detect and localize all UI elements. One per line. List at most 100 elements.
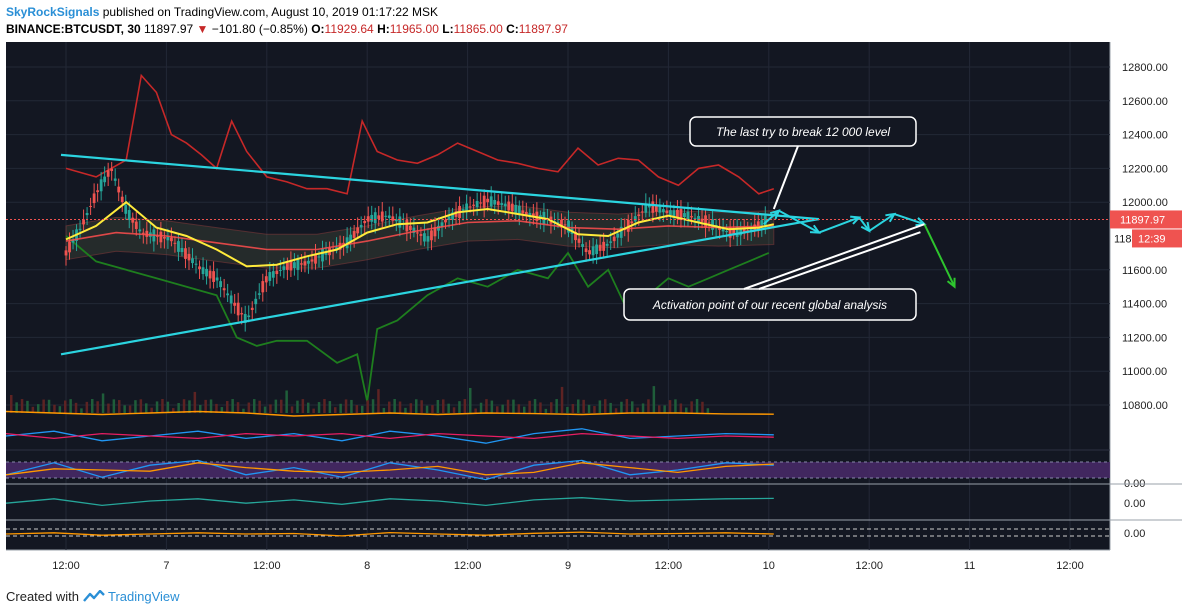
candle-body xyxy=(735,226,739,237)
candle-body xyxy=(314,253,317,264)
candle-body xyxy=(215,277,219,281)
high-label: H: xyxy=(377,22,390,36)
candle-body xyxy=(472,204,476,206)
momentum-line xyxy=(6,497,774,507)
candle-body xyxy=(268,272,272,281)
annotation-leader xyxy=(743,223,925,290)
candle-body xyxy=(293,262,296,269)
tradingview-brand[interactable]: TradingView xyxy=(108,589,180,604)
candle-body xyxy=(240,313,244,315)
volume-bar xyxy=(47,399,51,413)
candle-body xyxy=(676,209,679,218)
stochastic-k-line xyxy=(6,459,774,481)
low-label: L: xyxy=(442,22,454,36)
candle-body xyxy=(405,219,409,232)
volume-bar xyxy=(258,400,261,413)
candle-body xyxy=(96,190,100,193)
volume-bar xyxy=(636,407,639,413)
candle-body xyxy=(99,179,103,192)
time-tick-label: 7 xyxy=(163,560,169,572)
volume-ma-line xyxy=(6,410,774,417)
volume-bar xyxy=(231,399,234,413)
countdown-label: 12:39 xyxy=(1138,233,1166,245)
candle-body xyxy=(92,193,96,204)
volume-bar xyxy=(161,399,164,413)
volume-bar xyxy=(355,405,359,413)
candle-body xyxy=(222,288,226,291)
volume-bar xyxy=(209,399,213,413)
volume-bar xyxy=(598,400,602,413)
candle-body xyxy=(482,195,486,208)
volume-bar xyxy=(312,408,315,413)
candle-body xyxy=(264,276,268,283)
volume-bar xyxy=(393,399,396,413)
candle-body xyxy=(145,230,149,237)
volume-bar xyxy=(42,399,45,413)
volume-bar xyxy=(388,401,391,413)
open-label: O: xyxy=(311,22,325,36)
price-tick-label: 11400.00 xyxy=(1122,299,1167,311)
author-link[interactable]: SkyRockSignals xyxy=(6,5,100,19)
chart-header: SkyRockSignals published on TradingView.… xyxy=(0,0,1188,40)
candle-body xyxy=(282,266,286,271)
candle-body xyxy=(229,295,233,304)
candle-body xyxy=(528,212,532,217)
symbol-label[interactable]: BINANCE:BTCUSDT, 30 xyxy=(6,22,141,36)
volume-bar xyxy=(172,408,175,413)
candle-body xyxy=(669,210,672,216)
price-tick-label: 11000.00 xyxy=(1122,366,1167,378)
price-tick-label: 11600.00 xyxy=(1122,265,1167,277)
candle-body xyxy=(138,229,142,232)
triangle-down-icon: ▼ xyxy=(196,22,209,36)
lower-band-line xyxy=(65,235,770,402)
triangle-lower-line[interactable] xyxy=(60,218,820,356)
volume-bar xyxy=(577,399,580,413)
candle-body xyxy=(184,248,187,259)
volume-bar xyxy=(593,406,596,413)
candle-body xyxy=(686,211,690,220)
candle-body xyxy=(321,248,324,262)
price-chart[interactable]: 12800.00 12600.00 12400.00 12200.00 12000.00… xyxy=(6,42,1182,583)
volume-bar xyxy=(112,399,116,413)
annotation-box[interactable] xyxy=(623,288,917,321)
candle-body xyxy=(363,220,367,224)
volume-bar xyxy=(204,399,207,413)
candle-body xyxy=(377,215,381,219)
last-price: 11897.97 xyxy=(144,22,194,36)
candle-body xyxy=(633,216,637,222)
candle-body xyxy=(475,201,479,208)
price-tick-label: 12600.00 xyxy=(1122,96,1168,108)
candle-body xyxy=(461,209,465,211)
projection-segment xyxy=(868,213,895,232)
volume-bar xyxy=(118,400,121,413)
price-tick-label: 12200.00 xyxy=(1122,163,1168,175)
last-price-tag xyxy=(1110,210,1182,229)
chart-area[interactable]: 12800.00 12600.00 12400.00 12200.00 12000.00… xyxy=(6,42,1182,583)
projection-segment xyxy=(818,216,860,234)
volume-bar xyxy=(328,401,332,413)
candle-body xyxy=(187,253,191,261)
candle-body xyxy=(324,251,328,255)
candle-body xyxy=(359,224,363,228)
annotation-leader xyxy=(772,145,799,210)
triangle-upper-line[interactable] xyxy=(60,153,820,221)
candle-body xyxy=(120,196,124,203)
breakdown-arrow-line xyxy=(923,223,956,288)
candle-body xyxy=(517,205,521,216)
annotation-box[interactable] xyxy=(689,116,917,147)
candle-body xyxy=(198,266,201,270)
candle-body xyxy=(271,271,275,278)
volume-bar xyxy=(701,401,704,413)
volume-bar xyxy=(280,399,283,413)
volume-bar xyxy=(398,401,402,413)
time-tick-label: 9 xyxy=(565,560,571,572)
time-tick-label: 12:00 xyxy=(655,560,683,572)
volume-bar xyxy=(604,399,607,413)
volume-bar xyxy=(139,399,143,413)
macd-line xyxy=(6,531,774,537)
candle-body xyxy=(479,202,483,204)
tradingview-logo-icon xyxy=(82,589,105,602)
volume-bar xyxy=(479,402,483,413)
time-tick-label: 12:00 xyxy=(253,560,281,572)
volume-bar xyxy=(134,400,137,413)
